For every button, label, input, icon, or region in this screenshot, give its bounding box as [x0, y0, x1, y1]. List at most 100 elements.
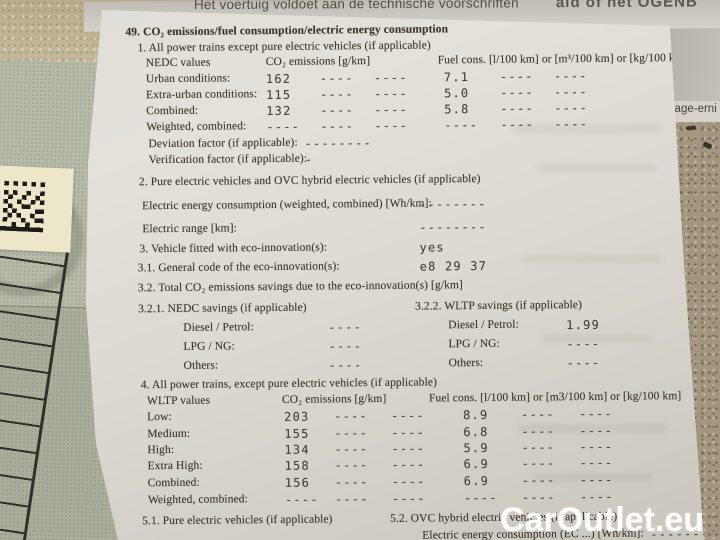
section-4-title: 4. All power trains, except pure electri… [140, 376, 438, 392]
co2-value: ---- [373, 86, 408, 102]
nedc-fuel-header: Fuel cons. [l/100 km] or [m³/100 km] or … [437, 51, 692, 67]
co2-value: ---- [373, 70, 408, 86]
top-strip-right-text: ald of het OGENB [555, 0, 698, 12]
row-label: Extra-urban conditions: [145, 88, 258, 102]
value: ---- [566, 336, 601, 352]
co2-value: ---- [391, 441, 426, 456]
value: - [304, 152, 314, 167]
value: -------- [419, 219, 487, 235]
fuel-value: ---- [499, 69, 534, 84]
row-label: Combined: [146, 104, 199, 118]
co2-value: ---- [334, 475, 369, 490]
co2-value: ---- [319, 71, 354, 86]
fuel-value: ---- [444, 118, 479, 133]
co2-value: ---- [266, 119, 301, 135]
co2-value: ---- [334, 426, 369, 441]
row-label: LPG / NG: [183, 340, 235, 353]
value: ---- [328, 320, 363, 335]
row-label: Extra High: [147, 459, 203, 473]
value: yes [419, 240, 445, 255]
co2-value: 156 [284, 475, 311, 490]
row-label: Others: [448, 356, 484, 370]
co2-value: 162 [265, 71, 292, 87]
row-label: Medium: [147, 427, 191, 441]
co2-value: ---- [284, 492, 319, 507]
fuel-value: ---- [554, 116, 589, 132]
co2-value: ---- [391, 425, 426, 440]
value: -------- [304, 136, 372, 151]
bleed-through-mark [522, 254, 662, 263]
fuel-value: 8.9 [463, 407, 489, 423]
section-49-title-text: 49. CO₂ emissions/fuel consumption/elect… [125, 23, 449, 39]
row-label: Weighted, combined: [147, 493, 248, 507]
wltp-co2-header: CO₂ emissions [g/km] [281, 392, 387, 406]
fuel-value: ---- [521, 407, 555, 422]
co2-value: ---- [319, 87, 354, 102]
fuel-value: 5.9 [463, 440, 489, 456]
fuel-value: 5.8 [444, 102, 470, 117]
top-strip-text: Het voertuig voldoet aan de technische v… [193, 0, 519, 13]
fuel-value: ---- [579, 406, 613, 422]
co2-value: 155 [284, 426, 310, 441]
fuel-value: 6.9 [463, 473, 490, 489]
fuel-value: ---- [579, 455, 614, 471]
row-label: Verification factor (if applicable): [148, 152, 308, 167]
value: 1.99 [566, 317, 601, 333]
co2-value: 132 [266, 103, 292, 119]
row-label: 3. Vehicle fitted with eco-innovation(s)… [139, 241, 328, 256]
fuel-value: ---- [553, 84, 588, 100]
co2-value: ---- [374, 118, 409, 134]
co2-value: ---- [320, 119, 355, 134]
row-label: LPG / NG: [448, 337, 500, 351]
fuel-value: ---- [499, 85, 534, 100]
fuel-value: 6.8 [463, 424, 489, 440]
section-1-title: 1. All power trains except pure electric… [137, 39, 431, 55]
bleed-through-mark [517, 424, 667, 433]
co2-value: 115 [265, 87, 292, 103]
section-2-title: 2. Pure electric vehicles and OVC hybrid… [138, 172, 481, 189]
fuel-value: ---- [500, 101, 534, 116]
co2-value: ---- [334, 409, 368, 424]
row-label: Others: [183, 359, 219, 372]
co2-value: ---- [374, 102, 408, 118]
barcode-label [0, 165, 74, 253]
fuel-value: ---- [521, 424, 556, 439]
fuel-value: ---- [521, 473, 556, 488]
row-label: Urban conditions: [145, 72, 231, 86]
fuel-value: ---- [553, 68, 588, 84]
co2-value: ---- [334, 458, 369, 473]
row-label: Low: [147, 410, 172, 424]
fuel-value: 6.9 [463, 456, 489, 472]
background-document-left [0, 60, 160, 540]
section-32-title: 3.2. Total CO₂ emissions savings due to … [137, 279, 463, 295]
co2-value: ---- [320, 103, 354, 118]
co2-value: ---- [391, 408, 425, 423]
row-label: Combined: [147, 476, 200, 490]
fuel-value: ---- [579, 439, 614, 455]
side-label: lage-erni [668, 101, 720, 122]
datamatrix-barcode-icon [0, 180, 46, 233]
wltp-values-header: WLTP values [146, 394, 211, 408]
row-label: Deviation factor (if applicable): [148, 136, 298, 151]
fuel-value: ---- [579, 423, 614, 439]
co2-value: ---- [334, 492, 369, 507]
bleed-through-mark [532, 474, 652, 482]
bleed-through-mark [542, 334, 652, 342]
nedc-values-header: NEDC values [145, 56, 211, 70]
value: e8 29 37 [419, 258, 488, 274]
fuel-value: ---- [579, 472, 614, 488]
certificate-paper: 49. CO₂ emissions/fuel consumption/elect… [86, 10, 704, 540]
bleed-through-mark [512, 124, 662, 133]
fuel-value: ---- [500, 117, 535, 132]
co2-value: 134 [284, 442, 310, 457]
value: -------- [419, 196, 487, 212]
section-51-title: 5.1. Pure electric vehicles (if applicab… [142, 513, 333, 528]
nedc-savings-title: 3.2.1. NEDC savings (if applicable) [138, 301, 307, 316]
row-label: 3.1. General code of the eco-innovation(… [137, 260, 340, 275]
fuel-value: ---- [554, 100, 588, 116]
row-label: High: [147, 443, 175, 457]
fuel-value: ---- [521, 456, 556, 471]
row-label: Diesel / Petrol: [448, 318, 519, 332]
watermark: CarOutlet.eu [500, 501, 705, 539]
co2-value: ---- [391, 457, 426, 472]
